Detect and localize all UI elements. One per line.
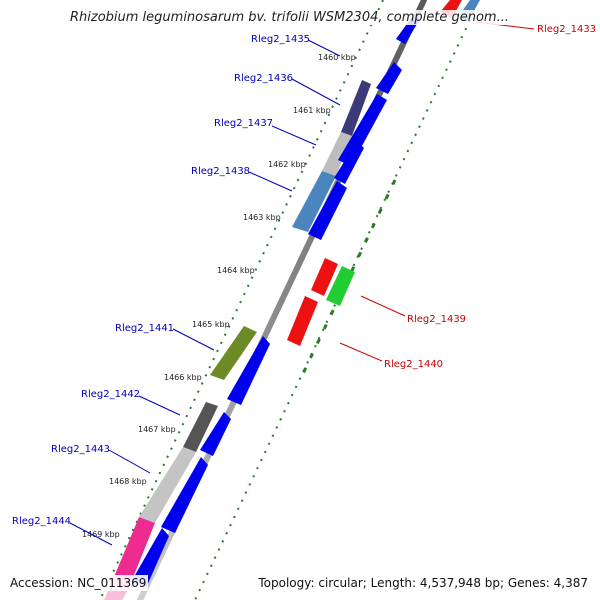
right-gene-labels: Rleg2_1433 Rleg2_1439 Rleg2_1440 [339,21,596,370]
gene-arrow-1440[interactable] [287,296,318,346]
gene-arrow-forward[interactable] [200,412,231,456]
kbp-tick: 1464 kbp [217,266,255,275]
gene-band-1438[interactable] [292,171,336,232]
gene-label-1437[interactable]: Rleg2_1437 [214,118,273,129]
gene-arrow-forward[interactable] [308,181,347,240]
gene-arrow-reverse[interactable] [311,258,338,296]
reverse-genes [287,0,480,346]
kbp-tick: 1462 kbp [268,160,306,169]
gene-arrow-forward[interactable] [338,94,387,166]
gene-arrow-1439[interactable] [326,266,355,306]
inner-dashed-track [298,179,397,381]
gene-label-1436[interactable]: Rleg2_1436 [234,73,293,84]
kbp-tick: 1461 kbp [293,106,331,115]
gene-label-1439[interactable]: Rleg2_1439 [407,314,466,325]
accession-label: Accession: NC_011369 [8,575,149,591]
kbp-tick: 1460 kbp [318,53,356,62]
kbp-tick: 1469 kbp [82,530,120,539]
kbp-tick: 1465 kbp [192,320,230,329]
gene-label-1444[interactable]: Rleg2_1444 [12,516,71,527]
genome-stats-label: Topology: circular; Length: 4,537,948 bp… [256,575,590,591]
gene-arrow-forward[interactable] [131,528,169,588]
gene-band-1444[interactable] [111,517,155,590]
gene-label-1438[interactable]: Rleg2_1438 [191,166,250,177]
gene-label-1441[interactable]: Rleg2_1441 [115,323,174,334]
gene-arrow-forward[interactable] [161,457,208,533]
forward-genes [131,14,420,588]
gene-arrow-forward[interactable] [376,62,402,94]
gene-label-1440[interactable]: Rleg2_1440 [384,359,443,370]
gene-label-1435[interactable]: Rleg2_1435 [251,34,310,45]
kbp-tick: 1467 kbp [138,425,176,434]
kbp-ticks: 1460 kbp 1461 kbp 1462 kbp 1463 kbp 1464… [82,53,356,539]
gene-label-1442[interactable]: Rleg2_1442 [81,389,140,400]
kbp-tick: 1463 kbp [243,213,281,222]
gene-band-1443[interactable] [139,447,196,523]
gene-label-1433[interactable]: Rleg2_1433 [537,24,596,35]
map-title: Rhizobium leguminosarum bv. trifolii WSM… [70,10,540,25]
gene-band-1442[interactable] [183,402,218,452]
kbp-tick: 1466 kbp [164,373,202,382]
gene-band-1437[interactable] [322,132,352,176]
gene-band-track [104,80,371,600]
left-gene-labels: Rleg2_1435 Rleg2_1436 Rleg2_1437 Rleg2_1… [12,34,341,546]
kbp-tick: 1468 kbp [109,477,147,486]
gene-band-1441[interactable] [210,326,257,380]
gene-band-1436[interactable] [341,80,371,136]
gene-label-1443[interactable]: Rleg2_1443 [51,444,110,455]
gene-arrow-forward[interactable] [334,141,364,184]
gene-arrow-forward[interactable] [227,336,270,405]
